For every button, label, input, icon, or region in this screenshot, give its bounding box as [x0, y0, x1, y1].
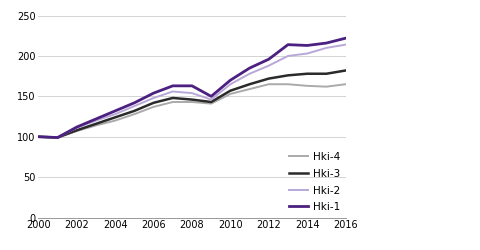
Hki-2 — [151, 96, 156, 100]
Hki-3 — [247, 83, 252, 86]
Hki-2 — [55, 136, 60, 139]
Hki-2 — [170, 90, 176, 93]
Hki-2 — [285, 54, 291, 58]
Hki-4 — [324, 85, 329, 88]
Hki-4 — [285, 83, 291, 86]
Hki-2 — [189, 92, 195, 94]
Hki-2 — [132, 104, 137, 108]
Hki-3 — [208, 100, 214, 103]
Hki-3 — [151, 101, 156, 104]
Hki-3 — [112, 116, 118, 119]
Hki-4 — [189, 100, 195, 103]
Hki-1 — [112, 110, 118, 112]
Hki-3 — [36, 135, 41, 138]
Hki-2 — [74, 126, 80, 129]
Line: Hki-2: Hki-2 — [38, 45, 346, 138]
Hki-1 — [343, 37, 348, 40]
Hki-3 — [55, 136, 60, 139]
Hki-4 — [247, 88, 252, 90]
Hki-1 — [74, 126, 80, 128]
Hki-1 — [55, 136, 60, 139]
Hki-3 — [93, 122, 99, 125]
Hki-4 — [228, 92, 233, 96]
Line: Hki-1: Hki-1 — [38, 38, 346, 138]
Hki-2 — [343, 43, 348, 46]
Hki-1 — [324, 42, 329, 44]
Hki-1 — [170, 84, 176, 87]
Hki-4 — [304, 84, 310, 87]
Hki-3 — [324, 72, 329, 75]
Hki-4 — [151, 105, 156, 108]
Hki-3 — [343, 69, 348, 72]
Hki-3 — [228, 89, 233, 92]
Hki-2 — [36, 135, 41, 138]
Hki-4 — [55, 136, 60, 139]
Hki-2 — [247, 72, 252, 75]
Hki-2 — [93, 119, 99, 122]
Hki-1 — [93, 118, 99, 120]
Hki-2 — [112, 112, 118, 116]
Hki-1 — [247, 66, 252, 70]
Hki-4 — [208, 102, 214, 105]
Hki-3 — [304, 72, 310, 75]
Hki-2 — [228, 83, 233, 86]
Line: Hki-4: Hki-4 — [38, 84, 346, 138]
Hki-1 — [304, 44, 310, 47]
Hki-3 — [170, 96, 176, 100]
Line: Hki-3: Hki-3 — [38, 70, 346, 138]
Hki-1 — [208, 95, 214, 98]
Hki-1 — [266, 58, 272, 61]
Hki-3 — [266, 77, 272, 80]
Hki-2 — [324, 46, 329, 50]
Hki-1 — [228, 79, 233, 82]
Hki-2 — [208, 98, 214, 101]
Hki-3 — [74, 129, 80, 132]
Hki-2 — [266, 64, 272, 67]
Hki-1 — [285, 43, 291, 46]
Hki-4 — [93, 124, 99, 127]
Hki-4 — [343, 83, 348, 86]
Hki-4 — [74, 130, 80, 132]
Hki-2 — [304, 52, 310, 55]
Hki-1 — [151, 92, 156, 94]
Hki-3 — [189, 98, 195, 101]
Legend: Hki-4, Hki-3, Hki-2, Hki-1: Hki-4, Hki-3, Hki-2, Hki-1 — [289, 152, 340, 212]
Hki-3 — [285, 74, 291, 77]
Hki-1 — [189, 84, 195, 87]
Hki-4 — [112, 119, 118, 122]
Hki-4 — [266, 83, 272, 86]
Hki-4 — [132, 112, 137, 116]
Hki-1 — [132, 101, 137, 104]
Hki-4 — [36, 135, 41, 138]
Hki-4 — [170, 100, 176, 103]
Hki-1 — [36, 135, 41, 138]
Hki-3 — [132, 110, 137, 112]
